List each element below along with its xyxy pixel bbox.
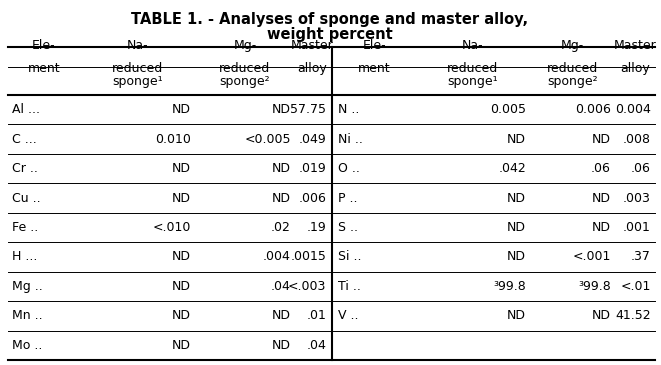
- Text: .06: .06: [591, 162, 611, 175]
- Text: Si ..: Si ..: [338, 250, 362, 264]
- Text: sponge²: sponge²: [219, 74, 270, 88]
- Text: .37: .37: [631, 250, 651, 264]
- Text: ³99.8: ³99.8: [493, 280, 526, 293]
- Text: .19: .19: [306, 221, 326, 234]
- Text: .02: .02: [271, 221, 291, 234]
- Text: ND: ND: [172, 339, 191, 352]
- Text: ND: ND: [592, 309, 611, 322]
- Text: 0.005: 0.005: [490, 103, 526, 116]
- Text: <.010: <.010: [153, 221, 191, 234]
- Text: H ...: H ...: [12, 250, 38, 264]
- Text: .001: .001: [623, 221, 651, 234]
- Text: .04: .04: [271, 280, 291, 293]
- Text: 41.52: 41.52: [615, 309, 651, 322]
- Text: <0.005: <0.005: [245, 132, 291, 146]
- Text: .04: .04: [306, 339, 326, 352]
- Text: ND: ND: [272, 103, 291, 116]
- Text: Na-: Na-: [127, 39, 148, 52]
- Text: reduced: reduced: [447, 62, 498, 75]
- Text: ³99.8: ³99.8: [578, 280, 611, 293]
- Text: .01: .01: [306, 309, 326, 322]
- Text: O ..: O ..: [338, 162, 360, 175]
- Text: ND: ND: [172, 250, 191, 264]
- Text: S ..: S ..: [338, 221, 358, 234]
- Text: Master: Master: [613, 39, 656, 52]
- Text: Ni ..: Ni ..: [338, 132, 363, 146]
- Text: Al ...: Al ...: [12, 103, 40, 116]
- Text: ND: ND: [507, 309, 526, 322]
- Text: .0015: .0015: [290, 250, 326, 264]
- Text: sponge¹: sponge¹: [112, 74, 163, 88]
- Text: Cu ..: Cu ..: [12, 192, 40, 204]
- Text: reduced: reduced: [112, 62, 163, 75]
- Text: P ..: P ..: [338, 192, 358, 204]
- Text: ND: ND: [592, 192, 611, 204]
- Text: alloy: alloy: [297, 62, 327, 75]
- Text: 0.006: 0.006: [575, 103, 611, 116]
- Text: Cr ..: Cr ..: [12, 162, 38, 175]
- Text: ND: ND: [172, 309, 191, 322]
- Text: ment: ment: [28, 62, 60, 75]
- Text: N ..: N ..: [338, 103, 360, 116]
- Text: 0.004: 0.004: [615, 103, 651, 116]
- Text: <.01: <.01: [621, 280, 651, 293]
- Text: .008: .008: [623, 132, 651, 146]
- Text: .049: .049: [298, 132, 326, 146]
- Text: <.001: <.001: [572, 250, 611, 264]
- Text: ND: ND: [272, 339, 291, 352]
- Text: ND: ND: [172, 280, 191, 293]
- Text: sponge²: sponge²: [547, 74, 598, 88]
- Text: .042: .042: [498, 162, 526, 175]
- Text: ment: ment: [358, 62, 391, 75]
- Text: ND: ND: [507, 221, 526, 234]
- Text: Mo ..: Mo ..: [12, 339, 42, 352]
- Text: ND: ND: [172, 103, 191, 116]
- Text: ND: ND: [272, 309, 291, 322]
- Text: ND: ND: [592, 221, 611, 234]
- Text: alloy: alloy: [620, 62, 650, 75]
- Text: ND: ND: [507, 192, 526, 204]
- Text: .004: .004: [263, 250, 291, 264]
- Text: weight percent: weight percent: [267, 27, 393, 42]
- Text: .006: .006: [298, 192, 326, 204]
- Text: 0.010: 0.010: [155, 132, 191, 146]
- Text: .06: .06: [631, 162, 651, 175]
- Text: Ti ..: Ti ..: [338, 280, 361, 293]
- Text: ND: ND: [172, 192, 191, 204]
- Text: .003: .003: [623, 192, 651, 204]
- Text: ND: ND: [272, 192, 291, 204]
- Text: Master: Master: [291, 39, 334, 52]
- Text: ND: ND: [172, 162, 191, 175]
- Text: ND: ND: [592, 132, 611, 146]
- Text: .019: .019: [298, 162, 326, 175]
- Text: C ...: C ...: [12, 132, 37, 146]
- Text: Mg-: Mg-: [233, 39, 256, 52]
- Text: TABLE 1. - Analyses of sponge and master alloy,: TABLE 1. - Analyses of sponge and master…: [132, 12, 529, 27]
- Text: ND: ND: [507, 250, 526, 264]
- Text: Ele-: Ele-: [363, 39, 386, 52]
- Text: <.003: <.003: [288, 280, 326, 293]
- Text: V ..: V ..: [338, 309, 358, 322]
- Text: Mg-: Mg-: [561, 39, 584, 52]
- Text: reduced: reduced: [219, 62, 270, 75]
- Text: reduced: reduced: [547, 62, 598, 75]
- Text: Ele-: Ele-: [32, 39, 56, 52]
- Text: Mn ..: Mn ..: [12, 309, 42, 322]
- Text: 57.75: 57.75: [290, 103, 326, 116]
- Text: sponge¹: sponge¹: [447, 74, 498, 88]
- Text: Na-: Na-: [461, 39, 483, 52]
- Text: ND: ND: [272, 162, 291, 175]
- Text: Mg ..: Mg ..: [12, 280, 43, 293]
- Text: Fe ..: Fe ..: [12, 221, 38, 234]
- Text: ND: ND: [507, 132, 526, 146]
